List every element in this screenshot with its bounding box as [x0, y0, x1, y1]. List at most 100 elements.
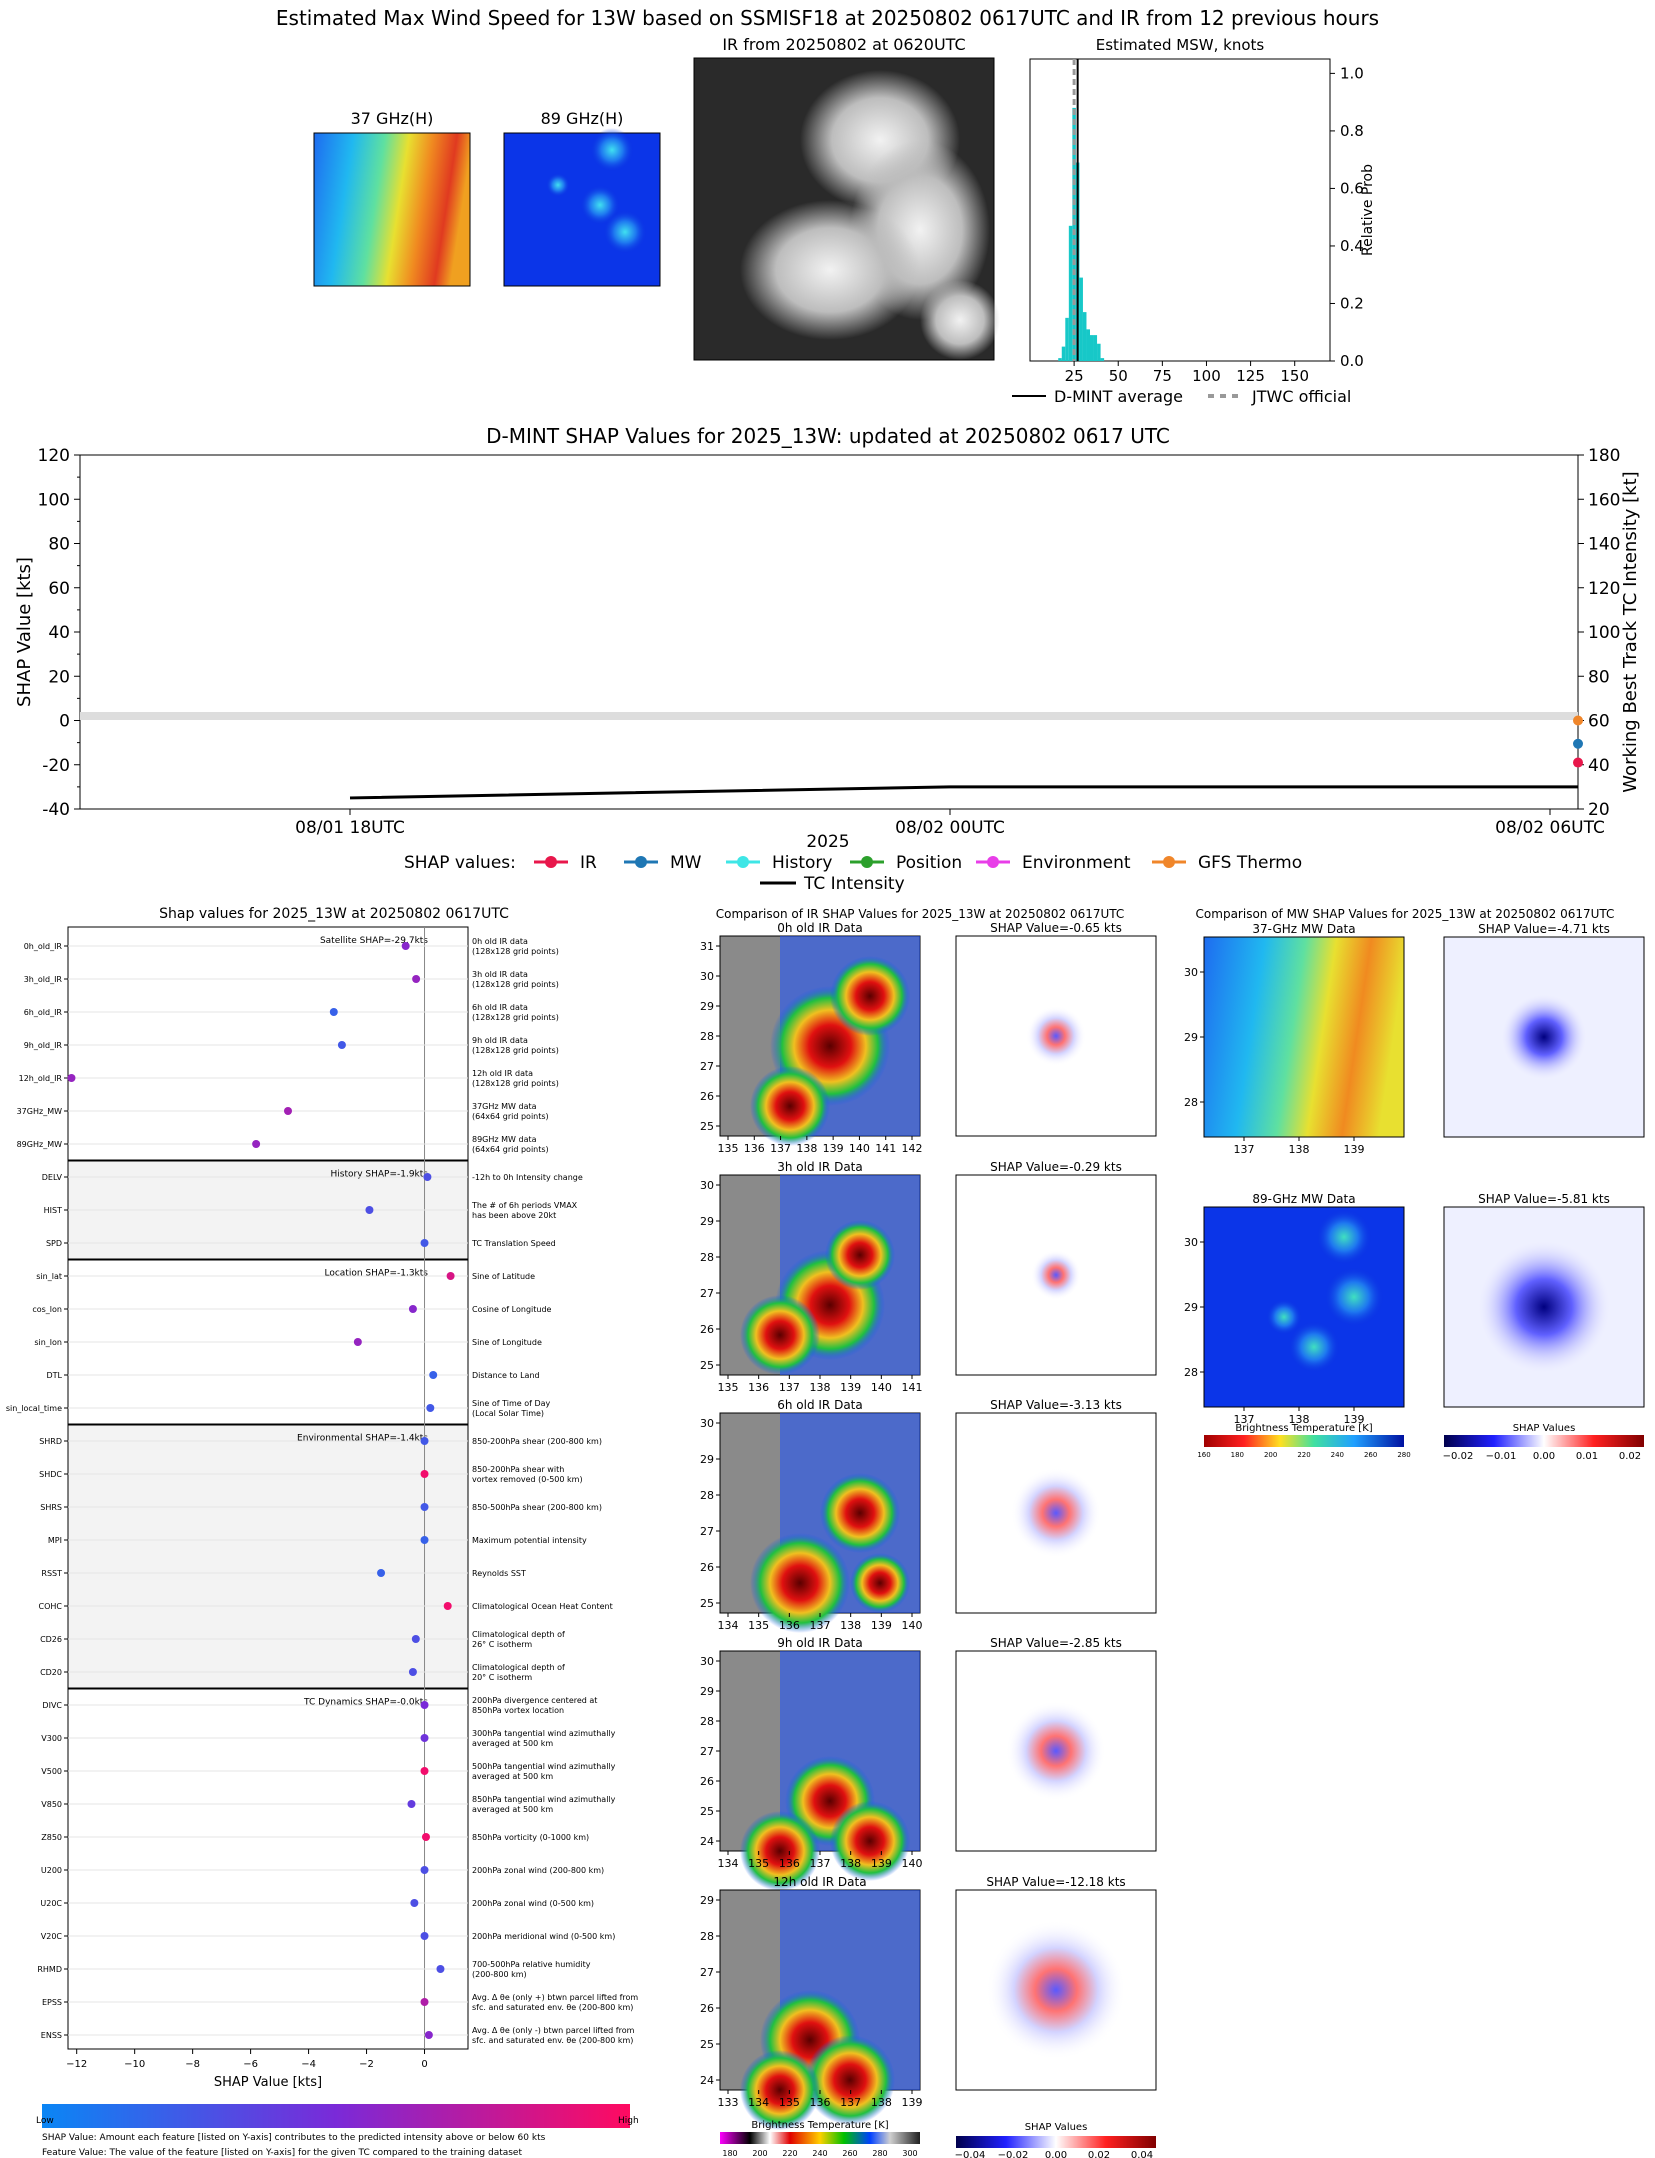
feature-description: 200hPa meridional wind (0-500 km) — [472, 1932, 615, 1941]
msw-y-tick-label: 0.6 — [1340, 179, 1364, 197]
feature-description: averaged at 500 km — [472, 1772, 553, 1781]
ir-shap-tick-label: 0.02 — [1088, 2150, 1110, 2158]
feature-description: (128x128 grid points) — [472, 1013, 559, 1022]
mw-bt-label: Brightness Temperature [K] — [1235, 1423, 1372, 1434]
ir-y-tick-label: 27 — [700, 1060, 714, 1073]
shap-ts-axes — [79, 454, 1579, 810]
ir-y-tick-label: 28 — [700, 1715, 714, 1728]
msw-bar — [1082, 312, 1087, 361]
shap-ts-title: D-MINT SHAP Values for 2025_13W: updated… — [486, 424, 1170, 448]
feature-description: Reynolds SST — [472, 1569, 526, 1578]
mw-x-tick-label: 137 — [1234, 1143, 1255, 1156]
legend-item-environment: Environment — [1022, 853, 1131, 873]
shap-dot — [401, 942, 410, 950]
beeswarm-x-tick-label: −10 — [124, 2059, 145, 2070]
feature-name: SPD — [46, 1239, 62, 1248]
mw-shap-tick-label: 0.01 — [1576, 1451, 1598, 1460]
feature-description: 37GHz MW data — [472, 1102, 537, 1111]
ir-y-tick-label: 25 — [700, 1359, 714, 1372]
ir-x-tick-label: 136 — [810, 2096, 831, 2109]
feature-description: Climatological depth of — [472, 1663, 565, 1672]
feature-description: Sine of Latitude — [472, 1272, 535, 1281]
legend-item-history: History — [772, 853, 832, 873]
ir-rows: 0h old IR Data 31 30 29 28 27 26 25 135 136 137 138… — [700, 921, 1157, 2130]
feature-description: (200-800 km) — [472, 1970, 527, 1979]
feature-description: 850hPa vorticity (0-1000 km) — [472, 1833, 589, 1842]
ir-y-tick-label: 25 — [700, 2038, 714, 2051]
ir-x-tick-label: 140 — [902, 1619, 923, 1632]
ir-x-tick-label: 136 — [744, 1142, 765, 1155]
feature-name: COHC — [39, 1602, 63, 1611]
msw-x-ticks: 25 50 75 100 125 150 — [1065, 361, 1309, 385]
ir-title: IR from 20250802 at 0620UTC — [722, 35, 965, 54]
ir-x-tick-label: 133 — [718, 2096, 739, 2109]
shap-dot — [408, 1668, 417, 1676]
feature-description: 26° C isotherm — [472, 1640, 532, 1649]
ir-x-tick-label: 134 — [748, 2096, 769, 2109]
shap-dot — [353, 1338, 362, 1346]
right-y-tick-label: 40 — [1588, 756, 1610, 776]
feature-name: V20C — [41, 1932, 63, 1941]
ir-x-tick-label: 136 — [779, 1857, 800, 1870]
msw-bar — [1058, 358, 1062, 361]
feature-description: TC Translation Speed — [471, 1239, 556, 1248]
ir-x-tick-label: 137 — [840, 2096, 861, 2109]
feature-description: Avg. Δ θe (only -) btwn parcel lifted fr… — [472, 2026, 635, 2035]
right-y-tick-label: 100 — [1588, 623, 1620, 643]
mw-shap-tick-label: −0.02 — [1443, 1451, 1474, 1460]
mw-shap-tick-label: 0.02 — [1619, 1451, 1641, 1460]
mw-bt-tick-label: 160 — [1197, 1451, 1210, 1459]
feature-description: (128x128 grid points) — [472, 1079, 559, 1088]
mw-bt-colorbar — [1204, 1435, 1404, 1447]
mw-bt-tick-label: 280 — [1397, 1451, 1410, 1459]
shap-dot — [420, 1734, 429, 1742]
shap-point-mw — [1573, 738, 1583, 749]
ir-x-tick-label: 135 — [748, 1857, 769, 1870]
ir-x-tick-label: 135 — [718, 1142, 739, 1155]
msw-bar — [1086, 329, 1090, 361]
mw37-image — [313, 132, 471, 287]
ir-bt-label: Brightness Temperature [K] — [751, 2120, 888, 2131]
shap-dot — [446, 1272, 455, 1280]
ir-y-tick-label: 25 — [700, 1805, 714, 1818]
legend-item-ir: IR — [580, 853, 597, 873]
ir-shap-title: SHAP Value=-12.18 kts — [986, 1875, 1125, 1889]
left-y-tick-label: 20 — [48, 667, 70, 687]
ir-y-tick-label: 29 — [700, 1453, 714, 1466]
x-ticks: 08/01 18UTC 08/02 00UTC 08/02 06UTC — [295, 809, 1605, 838]
feature-name: SHRD — [39, 1437, 62, 1446]
ir-bt-tick-label: 300 — [902, 2149, 917, 2158]
feature-description: 9h old IR data — [472, 1036, 528, 1045]
feature-description: Climatological Ocean Heat Content — [472, 1602, 613, 1611]
shap-dot — [420, 1701, 429, 1709]
page-title: Estimated Max Wind Speed for 13W based o… — [275, 6, 1380, 30]
mw-shap-tick-label: 0.00 — [1533, 1451, 1555, 1460]
ir-bt-ticks: 180 200 220 240 260 280 300 — [722, 2149, 917, 2158]
feature-description: 3h old IR data — [472, 970, 528, 979]
feature-name: SHDC — [39, 1470, 62, 1479]
msw-bar — [1090, 335, 1094, 361]
msw-y-tick-label: 0.0 — [1340, 352, 1364, 370]
ir-shap-tick-label: −0.02 — [998, 2150, 1029, 2158]
shap-dot — [337, 1041, 346, 1049]
ir-comparison-title: Comparison of IR SHAP Values for 2025_13… — [716, 907, 1125, 921]
shap-dot — [420, 1932, 429, 1940]
feature-description: 850hPa tangential wind azimuthally — [472, 1795, 616, 1804]
ir-y-tick-label: 29 — [700, 1000, 714, 1013]
msw-axes — [1029, 58, 1331, 362]
feature-description: 300hPa tangential wind azimuthally — [472, 1729, 616, 1738]
mw-comparison-panel: Comparison of MW SHAP Values for 2025_13… — [1184, 907, 1645, 1460]
shap-last-points — [1573, 715, 1583, 768]
ir-x-tick-label: 138 — [840, 1857, 861, 1870]
msw-bar — [1061, 346, 1066, 361]
feature-name: HIST — [44, 1206, 62, 1215]
msw-bar — [1065, 317, 1069, 361]
msw-x-tick-label: 50 — [1109, 367, 1128, 385]
beeswarm-x-tick-label: −2 — [359, 2059, 374, 2070]
ir-x-tick-label: 139 — [823, 1142, 844, 1155]
legend-intensity: TC Intensity — [803, 874, 905, 894]
mw-data-image — [1203, 936, 1405, 1138]
ir-x-tick-label: 135 — [748, 1619, 769, 1632]
shap-point-ir — [1573, 757, 1583, 768]
feature-description: Cosine of Longitude — [472, 1305, 552, 1314]
